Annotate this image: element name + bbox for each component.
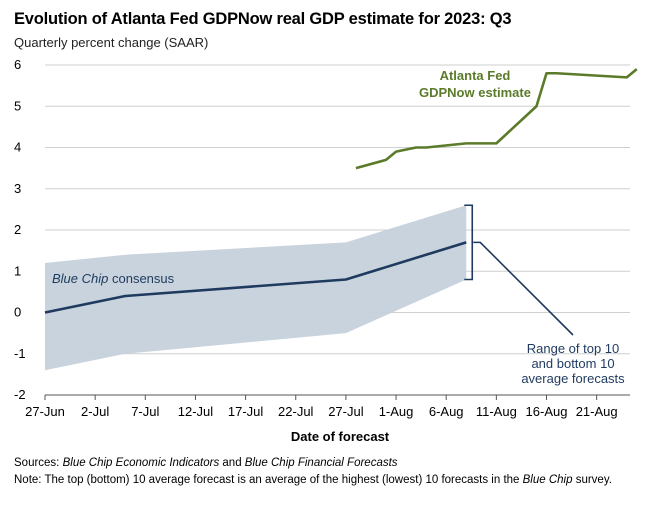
range-band-area [45, 205, 467, 371]
x-axis-label: Date of forecast [291, 429, 390, 444]
range-bracket [464, 204, 474, 281]
y-tick-label: 5 [14, 98, 21, 113]
gdpnow-annotation-line: Atlanta Fed [440, 68, 511, 83]
y-tick-label: 3 [14, 181, 21, 196]
x-tick-label: 17-Jul [228, 404, 264, 419]
x-tick-label: 2-Jul [81, 404, 109, 419]
y-tick-label: -2 [14, 387, 26, 402]
series-line [44, 241, 467, 314]
x-tick-label: 16-Aug [526, 404, 568, 419]
y-tick-label: -1 [14, 346, 26, 361]
bluechip-annotation: Blue Chip consensus [52, 271, 175, 286]
series-lines-layer [44, 68, 638, 314]
bluechip-annotation-rest: consensus [108, 271, 174, 286]
x-tick-label: 12-Jul [178, 404, 214, 419]
x-tick-label: 1-Aug [379, 404, 414, 419]
sources-footnote: Sources: Blue Chip Economic Indicators a… [14, 457, 398, 469]
note-end: survey. [572, 474, 612, 486]
y-tick-label: 0 [14, 305, 21, 320]
sources-and: and [219, 457, 245, 469]
y-tick-label: 2 [14, 222, 21, 237]
y-tick-label: 6 [14, 57, 21, 72]
chart-title: Evolution of Atlanta Fed GDPNow real GDP… [14, 10, 512, 28]
bluechip-annotation-italic: Blue Chip [52, 271, 108, 286]
note-italic: Blue Chip [522, 474, 573, 486]
x-axis: 27-Jun 2-Jul 7-Jul 12-Jul 17-Jul 22-Jul 27-Jul… [25, 395, 618, 419]
x-tick-label: 21-Aug [576, 404, 618, 419]
range-annotation: Range of top 10 and bottom 10 average fore… [521, 341, 625, 386]
note-footnote: Note: The top (bottom) 10 average foreca… [14, 474, 612, 486]
range-annotation-line: average forecasts [521, 371, 625, 386]
gdpnow-annotation-line: GDPNow estimate [419, 85, 531, 100]
sources-label: Sources: [14, 457, 60, 469]
x-tick-label: 11-Aug [476, 404, 517, 419]
range-annotation-line: Range of top 10 [527, 341, 620, 356]
y-tick-label: 1 [14, 263, 21, 278]
x-tick-label: 7-Jul [131, 404, 159, 419]
y-tick-label: 4 [14, 140, 21, 155]
annotations: Atlanta Fed GDPNow estimate Blue Chip cons… [52, 68, 625, 386]
range-annotation-line: and bottom 10 [531, 356, 614, 371]
y-axis: 6 5 4 3 2 1 0 -1 -2 [14, 57, 26, 402]
note-text: The top (bottom) 10 average forecast is … [41, 474, 523, 486]
x-tick-label: 27-Jul [328, 404, 364, 419]
range-leader-line [473, 241, 574, 336]
sources-publication-1: Blue Chip Economic Indicators [62, 457, 220, 469]
note-label: Note: [14, 474, 42, 486]
range-band-layer [45, 204, 474, 371]
chart-subtitle: Quarterly percent change (SAAR) [14, 35, 209, 50]
gdpnow-annotation: Atlanta Fed GDPNow estimate [419, 68, 531, 100]
x-tick-label: 22-Jul [278, 404, 314, 419]
series-line [355, 68, 638, 170]
x-tick-label: 27-Jun [25, 404, 65, 419]
x-tick-label: 6-Aug [429, 404, 464, 419]
sources-publication-2: Blue Chip Financial Forecasts [244, 457, 398, 469]
